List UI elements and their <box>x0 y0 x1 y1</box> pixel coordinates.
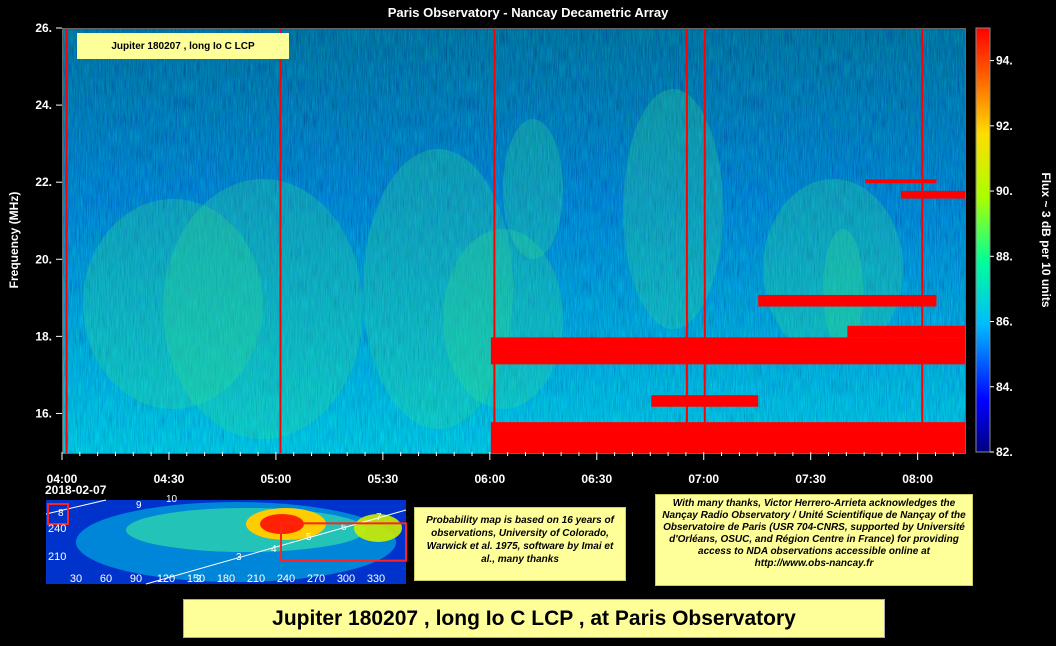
map-region-green <box>126 508 366 552</box>
map-track-label-8: 8 <box>58 508 64 519</box>
x-tick-label-4: 06:00 <box>474 472 505 486</box>
interference-lines <box>65 29 924 453</box>
colorbar-scale <box>975 27 991 453</box>
colorbar-tick-label-0: 82. <box>996 445 1013 459</box>
green-area-2 <box>363 149 513 429</box>
probability-map: 9 10 2 3 4 5 6 7 8 30 60 90 120 150 180 210 240 270 300 330… <box>45 494 407 585</box>
y-tick-label-5: 26. <box>35 21 52 35</box>
y-tick-label-4: 24. <box>35 98 52 112</box>
map-track-2 <box>45 499 107 515</box>
map-track-label-4: 4 <box>271 544 277 555</box>
map-x-tick-label-9: 300 <box>337 573 355 585</box>
x-tick-label-3: 05:30 <box>368 472 399 486</box>
x-tick-label-8: 08:00 <box>902 472 933 486</box>
map-x-tick-label-5: 180 <box>217 573 235 585</box>
map-region-yellow-2 <box>354 514 402 542</box>
colorbar-tick-label-2: 86. <box>996 315 1013 329</box>
colorbar: 82. 84. 86. 88. 90. 92. 94. <box>975 27 1013 459</box>
map-track-label-0: 9 <box>136 500 142 511</box>
map-region-red <box>260 514 304 534</box>
colorbar-label: Flux ~ 3 dB per 10 units <box>1039 172 1053 307</box>
y-tick-label-2: 20. <box>35 252 52 266</box>
map-region-yellow <box>246 508 326 540</box>
observation-label: Jupiter 180207 , long Io C LCP <box>77 33 289 59</box>
x-tick-label-5: 06:30 <box>581 472 612 486</box>
colorbar-tick-label-1: 84. <box>996 380 1013 394</box>
emission-bands <box>490 179 965 453</box>
y-tick-label-3: 22. <box>35 175 52 189</box>
map-track-label-7: 7 <box>376 512 382 523</box>
map-selection-box-wrap <box>47 503 69 525</box>
emission-band-4 <box>900 190 965 199</box>
chart-title: Paris Observatory - Nancay Decametric Ar… <box>387 5 669 20</box>
map-selection-box <box>280 522 407 562</box>
y-axis: 16. 18. 20. 22. 24. 26. <box>35 21 62 420</box>
green-area-5 <box>623 89 723 329</box>
emission-band-1 <box>490 422 965 453</box>
green-area-7 <box>823 229 863 349</box>
map-y-tick-label-0: 240 <box>48 523 66 535</box>
map-region-cyan <box>76 502 396 582</box>
emission-band-3 <box>847 325 965 338</box>
map-background <box>46 500 406 584</box>
x-tick-label-7: 07:30 <box>795 472 826 486</box>
x-tick-label-6: 07:00 <box>688 472 719 486</box>
green-area-6 <box>763 179 903 359</box>
map-x-tick-label-7: 240 <box>277 573 295 585</box>
map-track-label-3: 3 <box>236 552 242 563</box>
map-x-tick-label-4: 150 <box>187 573 205 585</box>
map-x-tick-label-8: 270 <box>307 573 325 585</box>
green-area-4 <box>503 119 563 259</box>
green-area-1 <box>163 179 363 439</box>
footer-title: Jupiter 180207 , long Io C LCP , at Pari… <box>183 599 885 638</box>
probability-note: Probability map is based on 16 years of … <box>414 507 626 581</box>
map-x-tick-label-1: 60 <box>100 573 112 585</box>
emission-band-5 <box>865 179 937 184</box>
colorbar-tick-label-4: 90. <box>996 184 1013 198</box>
map-x-tick-label-6: 210 <box>247 573 265 585</box>
y-tick-label-0: 16. <box>35 406 52 420</box>
map-x-tick-label-3: 120 <box>157 573 175 585</box>
emission-band-0 <box>490 337 965 365</box>
y-tick-label-1: 18. <box>35 329 52 343</box>
y-axis-label: Frequency (MHz) <box>7 192 21 289</box>
map-y-tick-label-1: 210 <box>48 551 66 563</box>
x-tick-label-1: 04:30 <box>154 472 185 486</box>
map-track-label-5: 5 <box>306 532 312 543</box>
date-label: 2018-02-07 <box>45 483 107 497</box>
emission-band-6 <box>758 294 937 307</box>
x-axis: 04:00 04:30 05:00 05:30 06:00 06:30 07:00 07:30… <box>47 452 954 486</box>
map-x-tick-label-10: 330 <box>367 573 385 585</box>
map-track-label-6: 6 <box>341 522 347 533</box>
spectrogram-plot <box>62 28 966 454</box>
map-x-tick-label-2: 90 <box>130 573 142 585</box>
map-track-label-2: 2 <box>196 574 202 585</box>
colorbar-tick-label-6: 94. <box>996 54 1013 68</box>
map-track-label-1: 10 <box>166 494 178 505</box>
colorbar-tick-label-5: 92. <box>996 119 1013 133</box>
spectrogram-svg <box>63 29 965 453</box>
green-area-3 <box>443 229 563 409</box>
acknowledgement-note: With many thanks, Victor Herrero-Arrieta… <box>655 494 973 586</box>
spectrum-noise <box>63 29 965 453</box>
map-track <box>145 509 407 585</box>
green-area-0 <box>83 199 263 409</box>
map-x-tick-label-0: 30 <box>70 573 82 585</box>
x-tick-label-2: 05:00 <box>261 472 292 486</box>
colorbar-tick-label-3: 88. <box>996 249 1013 263</box>
